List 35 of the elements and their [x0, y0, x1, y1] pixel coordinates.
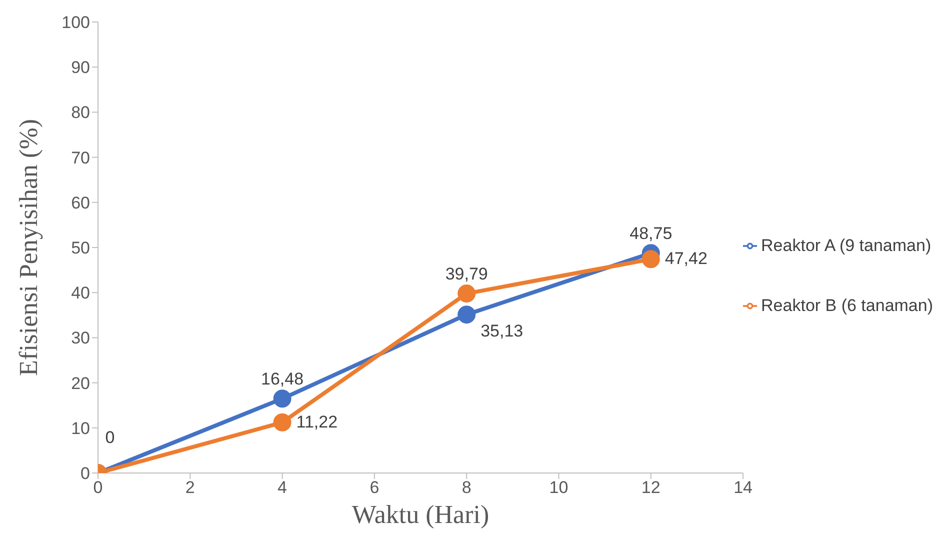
- y-tick-label: 30: [71, 328, 90, 348]
- point: [273, 413, 292, 432]
- data-label: 16,48: [261, 370, 304, 389]
- y-tick-label: 70: [71, 148, 90, 168]
- y-axis-title: Efisiensi Penyisihan (%): [14, 118, 44, 376]
- y-tick-label: 40: [71, 284, 90, 303]
- x-tick-label: 10: [549, 478, 568, 498]
- data-label: 35,13: [480, 322, 524, 341]
- x-tick-label: 14: [734, 478, 752, 498]
- point: [273, 390, 292, 408]
- data-label: 0: [105, 428, 115, 447]
- x-tick-label: 8: [462, 478, 472, 498]
- point: [458, 284, 476, 303]
- x-tick-label: 2: [185, 478, 195, 498]
- x-tick-label: 12: [641, 478, 660, 498]
- data-label: 39,79: [445, 264, 488, 284]
- y-tick-label: 0: [80, 464, 90, 484]
- y-tick-label: 90: [71, 58, 90, 78]
- legend-label: Reaktor B (6 tanaman): [761, 296, 933, 314]
- point: [642, 250, 660, 268]
- data-label: 48,75: [630, 224, 672, 244]
- data-label: 11,22: [296, 412, 338, 432]
- x-axis-title: Waktu (Hari): [352, 500, 490, 529]
- y-tick-label: 80: [71, 103, 90, 122]
- y-tick-label: 20: [71, 374, 90, 393]
- y-tick-label: 60: [71, 193, 90, 212]
- data-label: 47,42: [664, 249, 708, 268]
- x-tick-label: 6: [370, 478, 380, 498]
- point: [458, 306, 476, 324]
- y-tick-label: 100: [62, 13, 90, 32]
- x-tick-label: 4: [278, 478, 288, 498]
- legend-label: Reaktor A (9 tanaman): [761, 236, 932, 254]
- x-tick-label: 0: [93, 478, 103, 498]
- y-tick-label: 50: [71, 238, 90, 258]
- y-tick-label: 10: [71, 418, 90, 438]
